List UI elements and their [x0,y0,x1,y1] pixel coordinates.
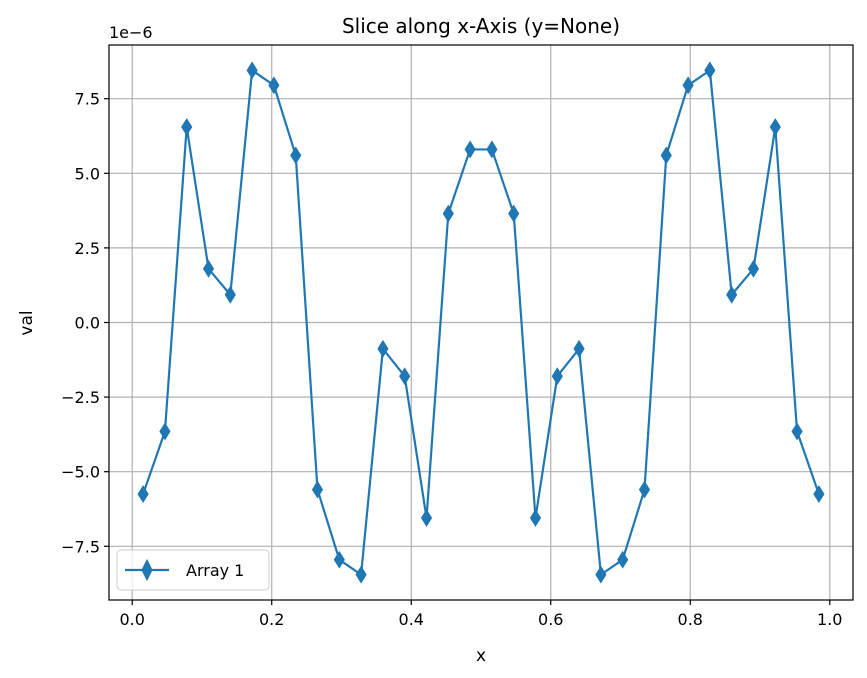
y-tick-label: 0.0 [75,314,100,333]
data-point-marker [442,204,454,223]
y-tick-label: −2.5 [61,388,100,407]
data-point-marker [551,367,563,386]
x-tick-label: 0.8 [678,610,703,629]
x-tick-label: 0.0 [120,610,145,629]
y-tick-label: −5.0 [61,463,100,482]
data-point-marker [355,565,367,584]
data-point-marker [573,339,585,358]
x-tick-label: 0.4 [399,610,424,629]
data-point-marker [268,76,280,95]
data-point-marker [333,550,345,569]
data-point-marker [704,61,716,80]
data-point-marker [508,204,520,223]
legend-label: Array 1 [186,561,244,580]
series-layer [137,61,825,584]
data-point-marker [399,367,411,386]
grid [109,45,853,600]
y-axis-label: val [17,310,37,335]
y-tick-label: 7.5 [75,90,100,109]
x-tick-label: 1.0 [817,610,842,629]
data-point-marker [290,146,302,165]
data-point-marker [617,550,629,569]
legend-marker [141,558,153,582]
ticks: 0.0 0.2 0.4 0.6 0.8 1.0 −7.5 −5.0 −2.5 0.0 2.5 5.0 7… [61,90,842,629]
y-offset-label: 1e−6 [109,23,153,42]
data-point-marker [529,509,542,527]
y-tick-label: 5.0 [75,164,100,183]
data-point-marker [420,509,433,527]
data-point-marker [311,480,324,499]
x-tick-label: 0.6 [538,610,563,629]
data-point-marker [769,118,781,136]
data-point-marker [726,285,738,304]
data-point-marker [224,285,236,304]
data-point-marker [377,339,389,358]
data-point-marker [137,485,149,504]
data-point-marker [464,140,476,159]
chart-title: Slice along x-Axis (y=None) [342,14,620,38]
legend: Array 1 [116,549,270,591]
y-tick-label: 2.5 [75,239,100,258]
data-point-marker [813,485,825,504]
data-point-marker [246,61,258,80]
data-point-marker [595,565,607,584]
x-tick-label: 0.2 [259,610,284,629]
data-point-marker [159,422,171,441]
data-point-marker [682,76,694,95]
y-tick-label: −7.5 [61,537,100,556]
data-point-marker [747,259,760,278]
data-point-marker [486,140,498,159]
legend-box [116,549,270,591]
data-point-marker [638,480,651,499]
data-point-marker [202,259,215,278]
data-point-marker [181,118,193,136]
data-point-marker [791,422,803,441]
data-point-marker [660,146,672,165]
x-axis-label: x [476,646,486,666]
